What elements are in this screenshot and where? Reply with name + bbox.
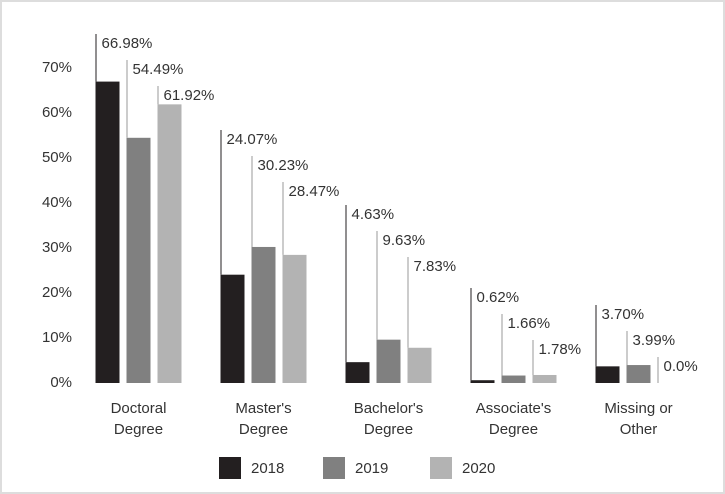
bar (220, 274, 245, 383)
y-tick-label: 40% (42, 194, 72, 211)
x-tick-line: Degree (239, 421, 288, 438)
y-tick-label: 60% (42, 104, 72, 121)
x-tick-label: Missing or Other (604, 400, 672, 438)
legend-label: 2019 (355, 460, 388, 477)
bar (532, 374, 557, 383)
x-tick-label: Bachelor's Degree (354, 400, 424, 438)
value-label: 30.23% (258, 157, 309, 174)
y-tick-label: 70% (42, 59, 72, 76)
legend-swatch (430, 457, 452, 479)
bar (501, 375, 526, 383)
x-tick-line: Degree (364, 421, 413, 438)
value-label: 4.63% (352, 206, 395, 223)
value-label: 1.78% (539, 341, 582, 358)
x-tick-line: Other (620, 421, 658, 438)
bar (345, 362, 370, 383)
x-tick-line: Degree (489, 421, 538, 438)
bar (95, 81, 120, 383)
x-tick-line: Missing or (604, 400, 672, 417)
bar (407, 347, 432, 383)
bar (626, 365, 651, 383)
value-label: 0.0% (664, 358, 698, 375)
x-tick-label: Associate's Degree (476, 400, 551, 438)
x-tick-line: Degree (114, 421, 163, 438)
value-label: 0.62% (477, 289, 520, 306)
bar (282, 254, 307, 383)
legend-label: 2018 (251, 460, 284, 477)
value-label: 9.63% (383, 232, 426, 249)
value-label: 28.47% (289, 183, 340, 200)
y-tick-label: 20% (42, 284, 72, 301)
value-label: 54.49% (133, 61, 184, 78)
value-label: 1.66% (508, 315, 551, 332)
legend-swatch (323, 457, 345, 479)
legend-swatch (219, 457, 241, 479)
value-label: 66.98% (102, 35, 153, 52)
bar (376, 339, 401, 383)
bar (595, 366, 620, 383)
bar (157, 104, 182, 384)
legend-label: 2020 (462, 460, 495, 477)
y-tick-label: 30% (42, 239, 72, 256)
bar (126, 137, 151, 383)
x-tick-label: Doctoral Degree (111, 400, 167, 438)
value-label: 24.07% (227, 131, 278, 148)
bar (470, 380, 495, 383)
x-tick-line: Doctoral (111, 400, 167, 417)
x-tick-line: Bachelor's (354, 400, 424, 417)
bar (251, 246, 276, 383)
value-label: 3.70% (602, 306, 645, 323)
value-label: 3.99% (633, 332, 676, 349)
y-tick-label: 0% (50, 374, 72, 391)
x-tick-line: Associate's (476, 400, 551, 417)
y-tick-label: 50% (42, 149, 72, 166)
x-tick-label: Master's Degree (235, 400, 291, 438)
value-label: 61.92% (164, 87, 215, 104)
y-tick-label: 10% (42, 329, 72, 346)
value-label: 7.83% (414, 258, 457, 275)
x-tick-line: Master's (235, 400, 291, 417)
